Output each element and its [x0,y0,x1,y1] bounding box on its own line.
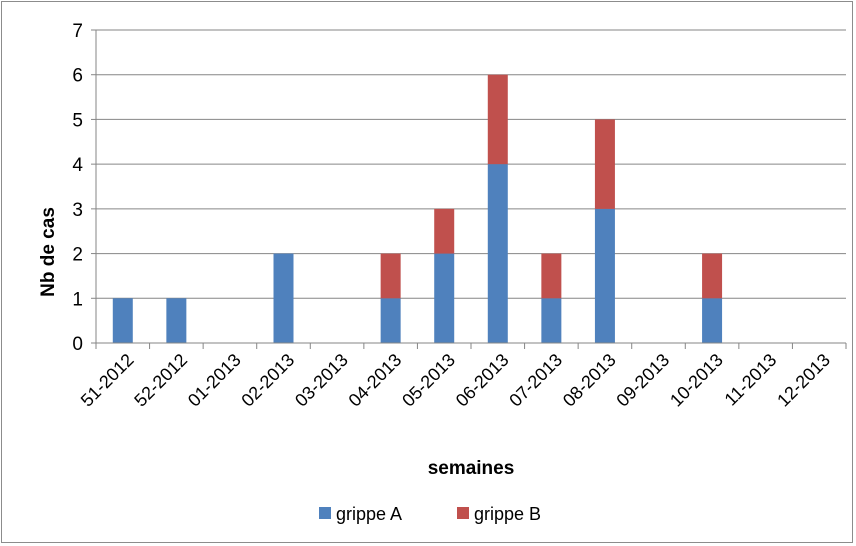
x-tick-label: 03-2013 [291,350,352,411]
y-tick-label: 1 [72,289,83,310]
bar-grippe-b [702,253,723,299]
x-tick-label: 09-2013 [612,350,673,411]
x-tick-label: 12-2013 [773,350,834,411]
x-tick-labels: 51-201252-201201-201302-201303-201304-20… [77,350,834,411]
y-tick-label: 5 [72,110,83,131]
bar-grippe-a [166,298,187,343]
bar-grippe-a [273,253,294,343]
legend: grippe A grippe B [319,504,541,524]
bar-grippe-a [487,164,508,343]
legend-label-grippe-a: grippe A [336,504,402,524]
y-tick-label: 0 [72,334,83,355]
bar-grippe-a [434,253,455,343]
x-tick-label: 52-2012 [130,350,191,411]
y-tick-label: 3 [72,200,83,221]
y-tick-labels: 0 1 2 3 4 5 6 7 [72,21,83,355]
y-tick-label: 2 [72,245,83,266]
x-tick-label: 08-2013 [559,350,620,411]
x-tick-label: 06-2013 [452,350,513,411]
legend-label-grippe-b: grippe B [474,504,541,524]
x-tick-label: 51-2012 [77,350,138,411]
x-tick-label: 10-2013 [666,350,727,411]
bar-grippe-a [594,208,615,343]
x-tick-label: 11-2013 [721,350,781,410]
x-axis-title: semaines [428,458,515,479]
y-axis-title: Nb de cas [38,207,59,297]
bar-grippe-b [434,208,455,254]
bar-grippe-b [541,253,562,299]
bar-grippe-a [541,298,562,343]
axes [91,29,847,349]
bar-grippe-b [487,74,508,165]
y-tick-label: 7 [72,21,83,42]
bar-grippe-a [112,298,133,343]
x-tick-label: 04-2013 [345,350,406,411]
x-tick-label: 07-2013 [505,350,566,411]
bar-grippe-b [594,119,615,209]
bar-grippe-a [702,298,723,343]
y-tick-label: 6 [72,66,83,87]
x-tick-label: 01-2013 [184,350,245,411]
legend-swatch-grippe-a [319,507,331,519]
x-tick-label: 02-2013 [237,350,298,411]
y-tick-label: 4 [72,155,83,176]
gridlines [96,29,846,299]
bar-grippe-b [380,253,401,299]
legend-swatch-grippe-b [457,507,469,519]
bar-grippe-a [380,298,401,343]
bars [112,74,723,343]
x-tick-label: 05-2013 [398,350,459,411]
